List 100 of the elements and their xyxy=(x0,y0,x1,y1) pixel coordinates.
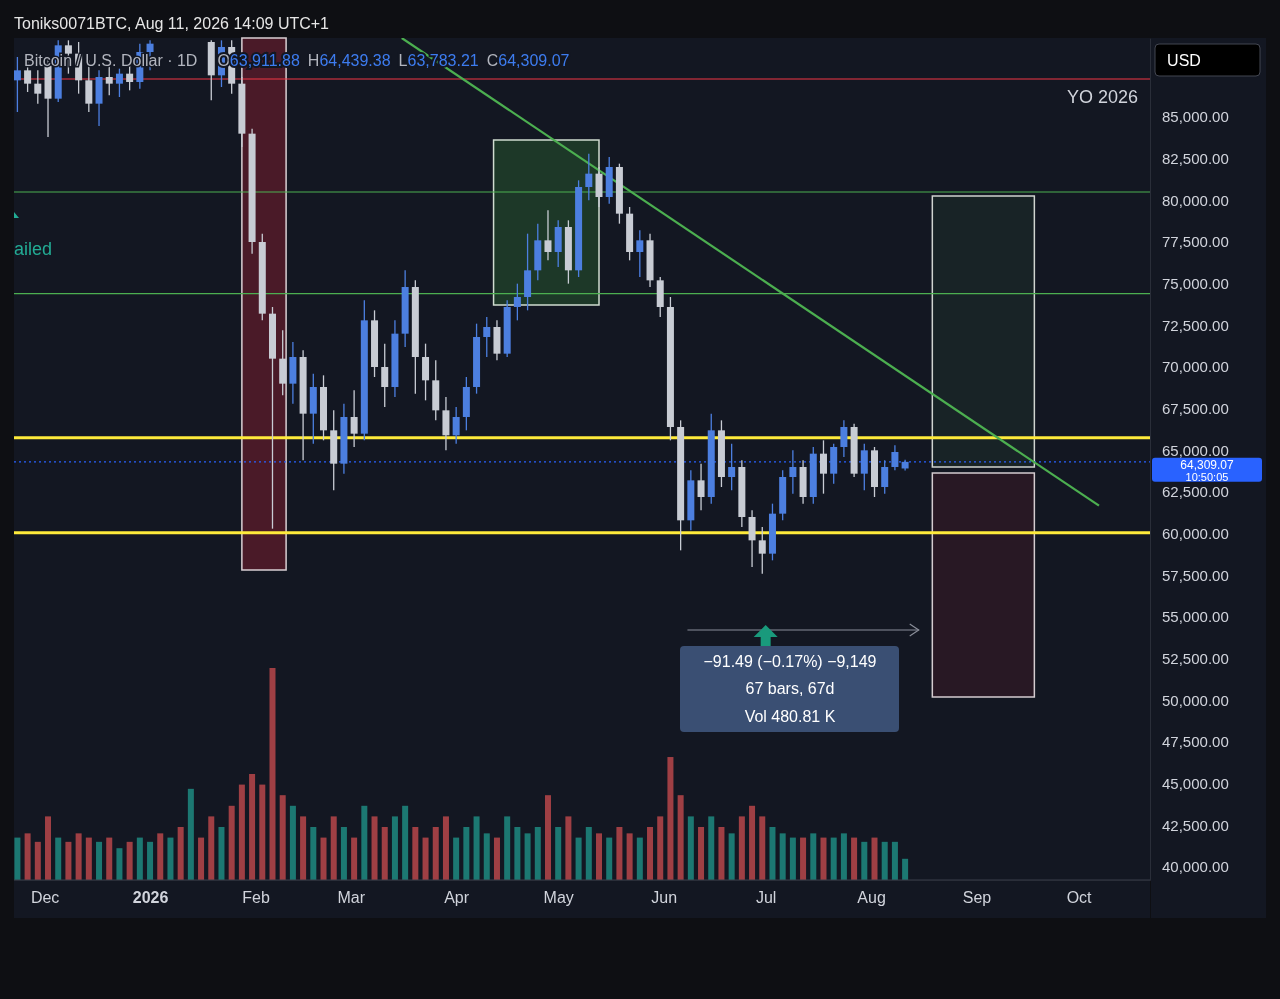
bar xyxy=(34,841,41,880)
candlestick xyxy=(452,406,460,445)
y-tick-label: 65,000.00 xyxy=(1162,441,1229,459)
y-tick-label: 67,500.00 xyxy=(1162,399,1229,417)
bar xyxy=(330,816,337,880)
bar xyxy=(106,837,113,880)
bar xyxy=(391,816,398,880)
bar xyxy=(55,837,62,880)
y-tick-label: 62,500.00 xyxy=(1162,483,1229,501)
bar xyxy=(871,837,878,880)
candlestick xyxy=(544,209,552,261)
bar xyxy=(626,833,633,880)
bar xyxy=(830,837,837,880)
bar xyxy=(524,833,531,880)
x-tick-label: Apr xyxy=(444,889,470,907)
y-tick-label: 57,500.00 xyxy=(1162,566,1229,584)
candlestick xyxy=(819,439,827,495)
x-tick-label: 2026 xyxy=(132,889,169,907)
x-tick-label: Sep xyxy=(962,889,992,907)
bar xyxy=(902,858,909,880)
bar xyxy=(198,837,205,880)
bar xyxy=(259,784,266,880)
candlestick xyxy=(595,166,603,208)
bar xyxy=(218,827,225,880)
bar xyxy=(698,827,705,880)
bar xyxy=(157,833,164,880)
x-tick-label: Dec xyxy=(30,889,60,907)
bar xyxy=(759,816,766,880)
bar xyxy=(147,841,154,880)
y-tick-label: 50,000.00 xyxy=(1162,691,1229,709)
x-tick-label: May xyxy=(543,889,574,907)
y-tick-label: 45,000.00 xyxy=(1162,774,1229,792)
bar xyxy=(769,827,776,880)
y-tick-label: 77,500.00 xyxy=(1162,233,1229,251)
annotation: ailed xyxy=(14,239,53,259)
y-tick-label: 82,500.00 xyxy=(1162,149,1229,167)
bar xyxy=(300,816,307,880)
x-tick-label: Oct xyxy=(1066,889,1093,907)
bar xyxy=(371,816,378,880)
bar xyxy=(493,837,500,880)
bar xyxy=(289,805,296,880)
bar xyxy=(65,841,72,880)
bar xyxy=(432,827,439,880)
bar xyxy=(116,848,123,880)
bar xyxy=(14,837,21,880)
bar xyxy=(657,816,664,880)
candlestick xyxy=(14,56,21,113)
y-tick-label: 42,500.00 xyxy=(1162,816,1229,834)
bar xyxy=(718,827,725,880)
bar xyxy=(187,788,194,880)
ref-line-label: 64,309.07 xyxy=(1180,457,1235,472)
bar xyxy=(279,795,286,880)
text: Toniks0071BTC, Aug 11, 2026 14:09 UTC+1 xyxy=(14,15,330,32)
bar xyxy=(514,827,521,880)
ref-line-label: YO 2026 xyxy=(1066,87,1138,107)
bar xyxy=(483,833,490,880)
x-tick-label: Jun xyxy=(651,889,678,907)
bar xyxy=(616,827,623,880)
y-tick-label: 40,000.00 xyxy=(1162,858,1229,876)
x-tick-label: Aug xyxy=(857,889,886,907)
bar xyxy=(442,816,449,880)
candlestick xyxy=(881,459,889,495)
bar xyxy=(75,833,82,880)
y-tick-label: 75,000.00 xyxy=(1162,274,1229,292)
bar xyxy=(45,816,52,880)
bar xyxy=(504,816,511,880)
candlestick xyxy=(115,68,123,98)
bar xyxy=(473,816,480,880)
candlestick xyxy=(350,389,358,448)
bar xyxy=(126,841,133,880)
bar xyxy=(840,833,847,880)
bar xyxy=(96,841,103,880)
bar xyxy=(667,757,674,880)
bar xyxy=(575,837,582,880)
candlestick xyxy=(126,64,134,91)
bar xyxy=(238,784,245,880)
bar xyxy=(708,816,715,880)
bar xyxy=(565,816,572,880)
candlestick xyxy=(422,343,430,401)
bar xyxy=(820,837,827,880)
bar xyxy=(177,827,184,880)
text: 10:50:05 xyxy=(1185,471,1229,483)
x-tick-label: Jul xyxy=(755,889,777,907)
bar xyxy=(728,833,735,880)
bar xyxy=(463,827,470,880)
bar xyxy=(534,827,541,880)
bar xyxy=(412,827,419,880)
bar xyxy=(351,837,358,880)
bar xyxy=(800,837,807,880)
y-tick-label: 60,000.00 xyxy=(1162,524,1229,542)
bar xyxy=(453,837,460,880)
candlestick xyxy=(860,443,868,491)
bar xyxy=(585,827,592,880)
bar xyxy=(402,805,409,880)
bar xyxy=(596,833,603,880)
annotation: Vol 480.81 K xyxy=(744,708,836,725)
candlestick xyxy=(636,229,644,278)
x-tick-label: Feb xyxy=(242,889,270,907)
bar xyxy=(789,837,796,880)
bar xyxy=(228,805,235,880)
